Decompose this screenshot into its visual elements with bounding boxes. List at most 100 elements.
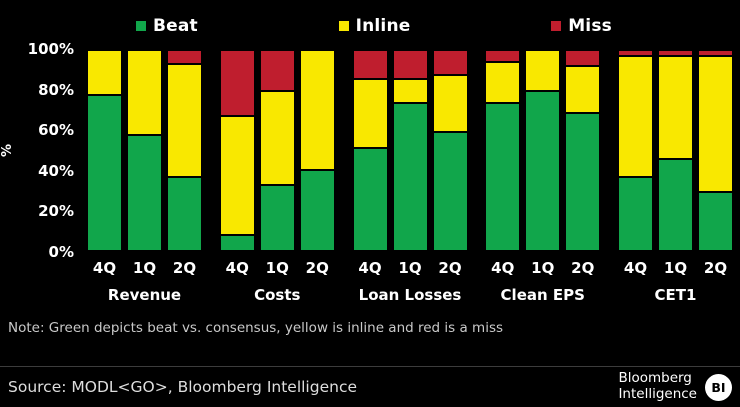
quarter-labels: 4Q 1Q 2Q [352, 259, 469, 277]
quarter-label: 1Q [265, 259, 289, 277]
legend-label-miss: Miss [568, 16, 612, 36]
quarter-label: 4Q [358, 259, 382, 277]
stacked-bar-4q [484, 49, 522, 252]
beat-segment [128, 135, 161, 250]
stacked-bar-4q [351, 49, 389, 252]
inline-segment [699, 56, 732, 192]
y-tick-80: 80% [38, 80, 74, 99]
beat-segment [220, 236, 254, 250]
miss-segment [619, 51, 652, 55]
miss-swatch-icon [551, 21, 562, 31]
beat-segment [353, 148, 387, 250]
beat-segment [699, 193, 732, 250]
quarter-label: 2Q [703, 259, 728, 277]
beat-segment [300, 171, 334, 250]
brand-text: Bloomberg Intelligence [618, 371, 697, 402]
bloomberg-intelligence-logo: Bloomberg Intelligence BI [618, 371, 732, 402]
y-tick-40: 40% [38, 161, 74, 180]
quarter-label: 2Q [438, 259, 462, 277]
bar-group-costs: 4Q 1Q 2Q Costs [218, 49, 336, 304]
miss-segment [659, 51, 692, 55]
inline-swatch-icon [338, 21, 349, 31]
group-name: Loan Losses [358, 286, 462, 304]
inline-segment [486, 62, 520, 102]
beat-segment [433, 133, 467, 250]
y-axis: 100% 80% 60% 40% 20% 0% [16, 40, 80, 261]
stacked-bar-2q [431, 49, 469, 252]
brand-line2: Intelligence [618, 386, 697, 402]
beat-segment [619, 177, 652, 251]
legend-item-miss: Miss [551, 16, 612, 36]
quarter-label: 1Q [531, 259, 555, 277]
bar-group-cet1: 4Q 1Q 2Q CET1 [617, 49, 734, 304]
beat-segment [566, 113, 600, 250]
group-name: Clean EPS [500, 286, 585, 304]
group-name: Costs [254, 286, 301, 304]
inline-segment [566, 66, 600, 112]
quarter-label: 4Q [623, 259, 648, 277]
miss-segment [486, 51, 520, 61]
beat-segment [486, 103, 520, 250]
stacked-bar-1q [391, 49, 429, 252]
miss-segment [353, 51, 387, 79]
stacked-bar-2q [697, 49, 734, 252]
quarter-label: 4Q [225, 259, 249, 277]
stacked-bar-4q [218, 49, 256, 252]
inline-segment [128, 51, 161, 134]
bars [351, 49, 469, 252]
y-tick-100: 100% [27, 40, 74, 58]
stacked-bar-2q [298, 49, 336, 252]
stacked-bar-1q [657, 49, 694, 252]
bi-badge-icon: BI [705, 373, 732, 401]
quarter-label: 1Q [398, 259, 422, 277]
legend-item-beat: Beat [136, 16, 198, 36]
miss-segment [260, 51, 294, 90]
inline-segment [353, 80, 387, 147]
bar-group-loan-losses: 4Q 1Q 2Q Loan Losses [351, 49, 469, 304]
quarter-label: 4Q [491, 259, 515, 277]
bars [86, 49, 203, 252]
stacked-bar-1q [524, 49, 562, 252]
stacked-bar-4q [86, 49, 123, 252]
beat-segment [526, 92, 560, 250]
stacked-bar-2q [166, 49, 203, 252]
stacked-bar-2q [564, 49, 602, 252]
quarter-labels: 4Q 1Q 2Q [617, 259, 734, 277]
source-text: Source: MODL<GO>, Bloomberg Intelligence [8, 378, 357, 396]
note-text: Note: Green depicts beat vs. consensus, … [8, 320, 504, 336]
brand-line1: Bloomberg [618, 370, 692, 387]
miss-segment [393, 51, 427, 79]
beat-segment [168, 177, 201, 251]
bars [484, 49, 602, 252]
inline-segment [619, 56, 652, 176]
legend-label-inline: Inline [355, 16, 411, 36]
y-axis-unit-label: % [0, 143, 16, 158]
quarter-label: 2Q [571, 259, 595, 277]
inline-segment [168, 64, 201, 176]
inline-segment [526, 51, 560, 91]
legend: Beat Inline Miss [0, 0, 740, 40]
miss-segment [220, 51, 254, 116]
group-name: CET1 [654, 286, 697, 304]
beat-swatch-icon [136, 21, 146, 31]
quarter-label: 2Q [305, 259, 329, 277]
beat-segment [393, 103, 427, 250]
miss-segment [168, 51, 201, 63]
beat-segment [659, 160, 692, 251]
stacked-bar-4q [617, 49, 654, 252]
stacked-bar-1q [126, 49, 163, 252]
quarter-label: 2Q [172, 259, 197, 277]
y-tick-20: 20% [38, 202, 74, 221]
miss-segment [433, 51, 467, 75]
legend-item-inline: Inline [338, 16, 411, 36]
inline-segment [393, 80, 427, 102]
miss-segment [699, 51, 732, 55]
bar-group-revenue: 4Q 1Q 2Q Revenue [86, 49, 203, 304]
legend-label-beat: Beat [153, 16, 198, 36]
stacked-bar-1q [258, 49, 296, 252]
bars [218, 49, 336, 252]
source-bar: Source: MODL<GO>, Bloomberg Intelligence… [0, 366, 740, 407]
inline-segment [300, 51, 334, 170]
miss-segment [566, 51, 600, 65]
